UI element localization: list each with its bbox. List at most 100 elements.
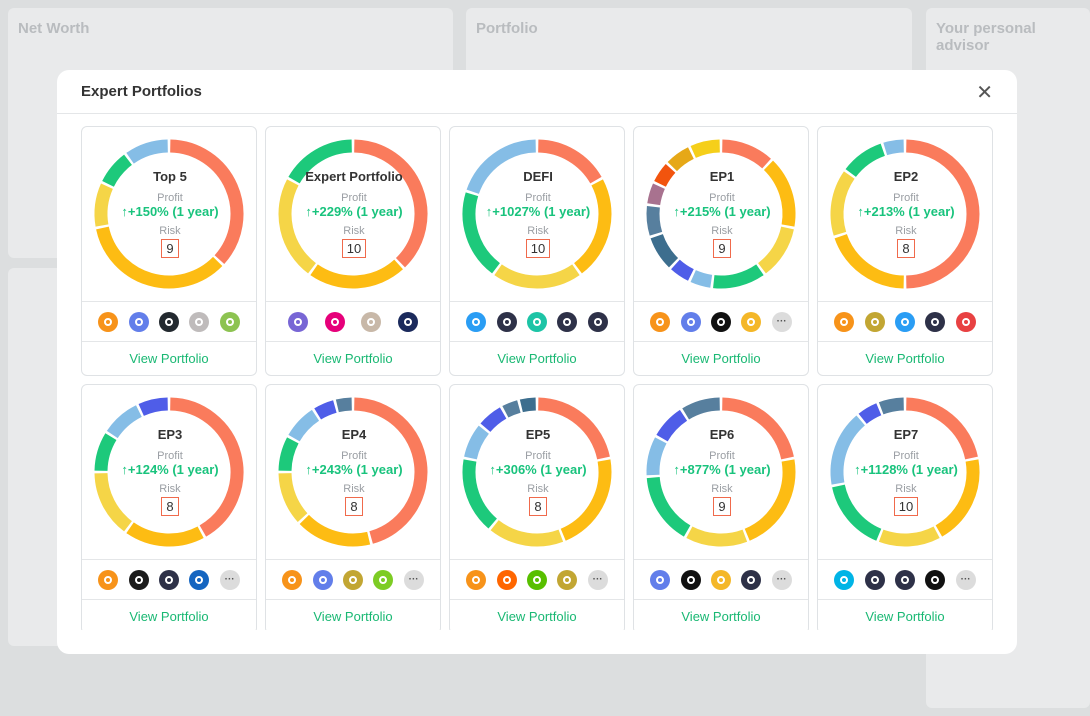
donut-segment [646, 206, 663, 236]
coin-glyph [472, 317, 481, 326]
portfolio-card: EP3 Profit ↑+124% (1 year) Risk 8 ··· View Por… [81, 384, 257, 630]
coin-icon [741, 311, 762, 332]
card-info: DEFI Profit ↑+1027% (1 year) Risk 10 [480, 169, 596, 258]
view-portfolio-link[interactable]: View Portfolio [313, 609, 393, 624]
view-portfolio-link[interactable]: View Portfolio [497, 351, 577, 366]
coin-glyph [870, 575, 879, 584]
coin-glyph [900, 317, 909, 326]
coin-icon [98, 569, 119, 590]
coin-glyph [747, 575, 756, 584]
close-button[interactable]: ✕ [976, 82, 993, 104]
portfolio-name: DEFI [523, 169, 553, 184]
more-icon: ··· [771, 569, 792, 590]
donut-segment [335, 397, 353, 413]
view-portfolio-link[interactable]: View Portfolio [865, 609, 945, 624]
risk-value: 10 [893, 497, 919, 516]
coin-icon [158, 569, 179, 590]
donut-chart [462, 139, 612, 289]
modal: Expert Portfolios ✕ Top 5 Profit ↑+150% (1… [57, 70, 1017, 654]
donut-segment [126, 522, 204, 547]
risk-value: 8 [161, 497, 179, 516]
donut-segment [288, 139, 353, 184]
card-info: EP6 Profit ↑+877% (1 year) Risk 9 [664, 427, 780, 516]
donut-segment [763, 160, 796, 227]
coin-icon [496, 311, 517, 332]
coin-glyph [379, 575, 388, 584]
view-portfolio-link[interactable]: View Portfolio [129, 351, 209, 366]
icon-row: ··· [82, 560, 256, 600]
card-grid: Top 5 Profit ↑+150% (1 year) Risk 9 View Port… [81, 126, 993, 630]
coin-glyph [288, 575, 297, 584]
coin-icon [955, 311, 976, 332]
portfolio-name: EP1 [709, 169, 735, 184]
more-icon: ··· [771, 311, 792, 332]
coin-icon [650, 311, 671, 332]
view-portfolio-link[interactable]: View Portfolio [865, 351, 945, 366]
profit-value: +150% (1 year) [127, 204, 219, 219]
portfolio-card: EP6 Profit ↑+877% (1 year) Risk 9 ··· View Por… [633, 384, 809, 630]
coin-icon [98, 311, 119, 332]
view-portfolio-link[interactable]: View Portfolio [129, 609, 209, 624]
donut-segment [883, 139, 905, 156]
coin-icon [466, 569, 487, 590]
profit-value: +1128% (1 year) [860, 462, 958, 477]
coin-glyph [532, 317, 541, 326]
coin-glyph [318, 575, 327, 584]
donut-chart [94, 139, 244, 289]
donut-segment [354, 397, 428, 544]
portfolio-card: EP2 Profit ↑+213% (1 year) Risk 8 View Portfo… [817, 126, 993, 376]
donut-segment [288, 409, 320, 442]
coin-glyph [840, 575, 849, 584]
donut-segment [830, 171, 855, 236]
coin-icon [466, 311, 487, 332]
coin-icon [680, 311, 701, 332]
card-info: EP4 Profit ↑+243% (1 year) Risk 8 [296, 427, 412, 516]
risk-value: 10 [341, 239, 367, 258]
donut-chart [646, 139, 796, 289]
donut-segment [647, 183, 665, 206]
view-portfolio-link[interactable]: View Portfolio [681, 351, 761, 366]
risk-label: Risk [527, 483, 549, 495]
donut-segment [650, 233, 679, 268]
portfolio-name: Top 5 [153, 169, 187, 184]
card-top: EP3 Profit ↑+124% (1 year) Risk 8 [82, 385, 256, 560]
coin-glyph [472, 575, 481, 584]
profit-label: Profit [525, 192, 551, 204]
risk-label: Risk [343, 483, 365, 495]
donut-segment [310, 259, 403, 289]
profit-label: Profit [709, 192, 735, 204]
profit-value: +229% (1 year) [311, 204, 403, 219]
profit-value: +215% (1 year) [679, 204, 771, 219]
coin-icon [526, 569, 547, 590]
profit-row: ↑+124% (1 year) [121, 462, 219, 477]
profit-row: ↑+213% (1 year) [857, 204, 955, 219]
profit-label: Profit [893, 192, 919, 204]
card-top: EP4 Profit ↑+243% (1 year) Risk 8 [266, 385, 440, 560]
portfolio-name: Expert Portfolio [305, 169, 403, 184]
donut-chart [278, 397, 428, 547]
card-info: EP3 Profit ↑+124% (1 year) Risk 8 [112, 427, 228, 516]
card-info: EP2 Profit ↑+213% (1 year) Risk 8 [848, 169, 964, 258]
coin-icon [864, 569, 885, 590]
portfolio-name: EP7 [893, 427, 919, 442]
donut-segment [878, 526, 940, 547]
profit-label: Profit [157, 192, 183, 204]
donut-segment [170, 397, 244, 537]
coin-icon [741, 569, 762, 590]
donut-segment [690, 139, 721, 158]
more-icon: ··· [587, 569, 608, 590]
card-top: EP2 Profit ↑+213% (1 year) Risk 8 [818, 127, 992, 302]
view-portfolio-link[interactable]: View Portfolio [497, 609, 577, 624]
risk-label: Risk [159, 483, 181, 495]
icon-row: ··· [818, 560, 992, 600]
view-portfolio-link[interactable]: View Portfolio [313, 351, 393, 366]
donut-segment [278, 472, 308, 522]
card-top: Top 5 Profit ↑+150% (1 year) Risk 9 [82, 127, 256, 302]
coin-glyph [330, 317, 339, 326]
risk-label: Risk [895, 483, 917, 495]
coin-glyph [502, 317, 511, 326]
donut-chart [646, 397, 796, 547]
view-portfolio-link[interactable]: View Portfolio [681, 609, 761, 624]
coin-icon [526, 311, 547, 332]
donut-segment [646, 476, 691, 537]
